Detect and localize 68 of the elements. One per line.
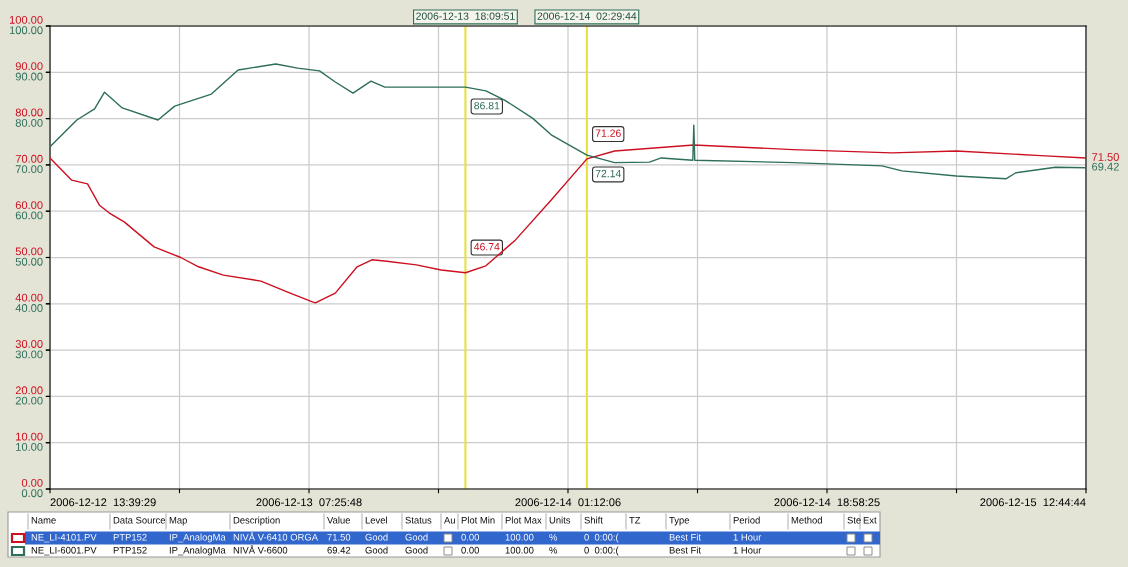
text: 71.50	[327, 533, 351, 541]
text: Shift	[584, 516, 603, 524]
text: Level	[365, 516, 387, 524]
text: Period	[733, 516, 760, 524]
text: Name	[31, 516, 56, 524]
text: 0.00	[461, 533, 480, 541]
annotation: 69.42	[1092, 162, 1119, 171]
annotation: 86.81	[474, 101, 500, 110]
text: Type	[669, 516, 690, 526]
text: Description	[233, 516, 280, 526]
text: Good	[365, 533, 388, 541]
y-tick-label: 10.00	[16, 432, 43, 441]
y-tick-label: 60.00	[15, 201, 43, 209]
text: %	[549, 546, 558, 554]
text: PTP152	[113, 546, 147, 554]
text: %	[549, 533, 558, 541]
text: IP_AnalogMa	[169, 546, 226, 556]
annotation: 46.74	[474, 243, 500, 251]
text: Plot Min	[461, 516, 495, 524]
text: Plot Max	[505, 516, 542, 524]
text: Map	[169, 516, 187, 526]
annotation: 71.26	[595, 129, 621, 137]
text: 100.00	[505, 546, 534, 554]
annotation: 71.50	[1092, 153, 1119, 161]
text: Good	[365, 546, 388, 554]
y-tick-label: 20.00	[15, 386, 43, 395]
y-tick-label: 70.00	[15, 154, 43, 163]
text: Best Fit	[669, 533, 701, 541]
text: Value	[327, 516, 351, 524]
x-tick-label: 2006-12-13 07:25:48	[256, 498, 362, 507]
y-tick-label: 40.00	[15, 293, 43, 302]
text: Status	[405, 516, 432, 524]
x-tick-label: 2006-12-14 01:12:06	[515, 498, 621, 507]
text: 0 0:00:(	[584, 533, 619, 543]
legend-label: NE_LI-6001.PV	[31, 546, 97, 556]
y-tick-label: 50.00	[15, 247, 43, 256]
text: TZ	[629, 516, 641, 524]
text: Ste	[847, 516, 861, 524]
text: 1 Hour	[733, 533, 762, 541]
text: Good	[405, 533, 428, 541]
annotation: 72.14	[595, 169, 621, 178]
y-tick-label: 100.00	[9, 15, 43, 24]
text: 69.42	[327, 546, 351, 554]
x-tick-label: 2006-12-12 13:39:29	[50, 498, 156, 507]
y-tick-label: 0.00	[21, 478, 43, 487]
text: IP_AnalogMa	[169, 533, 226, 543]
text: 0.00	[461, 546, 480, 554]
text: NIVÅ V-6600	[233, 545, 288, 554]
ref-line-label: 2006-12-13 18:09:51	[416, 12, 515, 20]
text: NIVÅ V-6410 ORGA	[233, 532, 319, 541]
y-tick-label: 80.00	[15, 108, 43, 117]
text: Au	[444, 516, 455, 524]
text: Units	[549, 516, 571, 524]
text: PTP152	[113, 533, 147, 541]
y-tick-label: 30.00	[15, 340, 43, 348]
legend-label: NE_LI-4101.PV	[31, 533, 97, 543]
y-tick-label: 90.00	[15, 62, 43, 71]
ref-line-label: 2006-12-14 02:29:44	[537, 12, 637, 20]
text: Data Source	[113, 516, 166, 524]
text: Good	[405, 546, 428, 554]
text: Best Fit	[669, 546, 701, 554]
x-tick-label: 2006-12-14 18:58:25	[774, 498, 880, 507]
text: 100.00	[505, 533, 534, 541]
text: 0 0:00:(	[584, 546, 619, 556]
x-tick-label: 2006-12-15 12:44:44	[980, 498, 1086, 507]
text: Ext	[863, 516, 877, 524]
text: Method	[791, 516, 822, 524]
text: 1 Hour	[733, 546, 762, 554]
